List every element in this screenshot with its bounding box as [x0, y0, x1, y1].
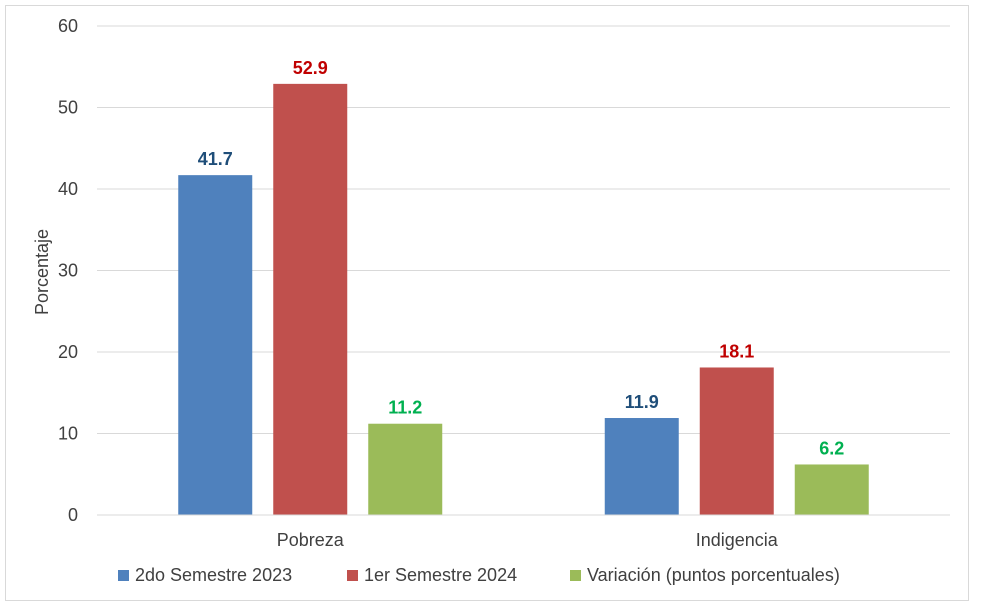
- legend: 2do Semestre 2023 1er Semestre 2024 Variac…: [118, 565, 840, 585]
- y-tick-label: 50: [58, 98, 78, 118]
- y-axis-title: Porcentaje: [32, 229, 52, 315]
- data-label: 6.2: [819, 438, 844, 458]
- legend-swatch: [570, 570, 581, 581]
- legend-item: 2do Semestre 2023: [118, 565, 292, 585]
- chart-frame: [5, 5, 969, 601]
- bar-indigencia-series-3: [794, 464, 869, 515]
- data-labels: 41.7 52.9 11.2 11.9 18.1 6.2: [198, 58, 845, 459]
- legend-item: 1er Semestre 2024: [347, 565, 517, 585]
- legend-item: Variación (puntos porcentuales): [570, 565, 840, 585]
- data-label: 41.7: [198, 149, 233, 169]
- bar-indigencia-series-2: [699, 367, 774, 515]
- bar-indigencia-series-1: [604, 418, 679, 515]
- bars: [178, 83, 869, 516]
- bar-pobreza-series-1: [178, 175, 253, 515]
- legend-swatch: [347, 570, 358, 581]
- y-axis-ticks: 0 10 20 30 40 50 60: [58, 16, 78, 525]
- y-tick-label: 60: [58, 16, 78, 36]
- legend-label: 1er Semestre 2024: [364, 565, 517, 585]
- legend-swatch: [118, 570, 129, 581]
- data-label: 11.9: [625, 392, 659, 412]
- x-axis-categories: Pobreza Indigencia: [277, 530, 779, 550]
- y-tick-label: 40: [58, 179, 78, 199]
- y-tick-label: 20: [58, 342, 78, 362]
- legend-label: 2do Semestre 2023: [135, 565, 292, 585]
- data-label: 18.1: [719, 341, 754, 361]
- y-tick-label: 10: [58, 424, 78, 444]
- y-tick-label: 0: [68, 505, 78, 525]
- bar-pobreza-series-3: [368, 423, 443, 515]
- data-label: 11.2: [388, 398, 422, 418]
- y-tick-label: 30: [58, 261, 78, 281]
- bar-pobreza-series-2: [273, 83, 348, 516]
- x-category-label: Indigencia: [696, 530, 779, 550]
- data-label: 52.9: [293, 58, 328, 78]
- x-category-label: Pobreza: [277, 530, 345, 550]
- legend-label: Variación (puntos porcentuales): [587, 565, 840, 585]
